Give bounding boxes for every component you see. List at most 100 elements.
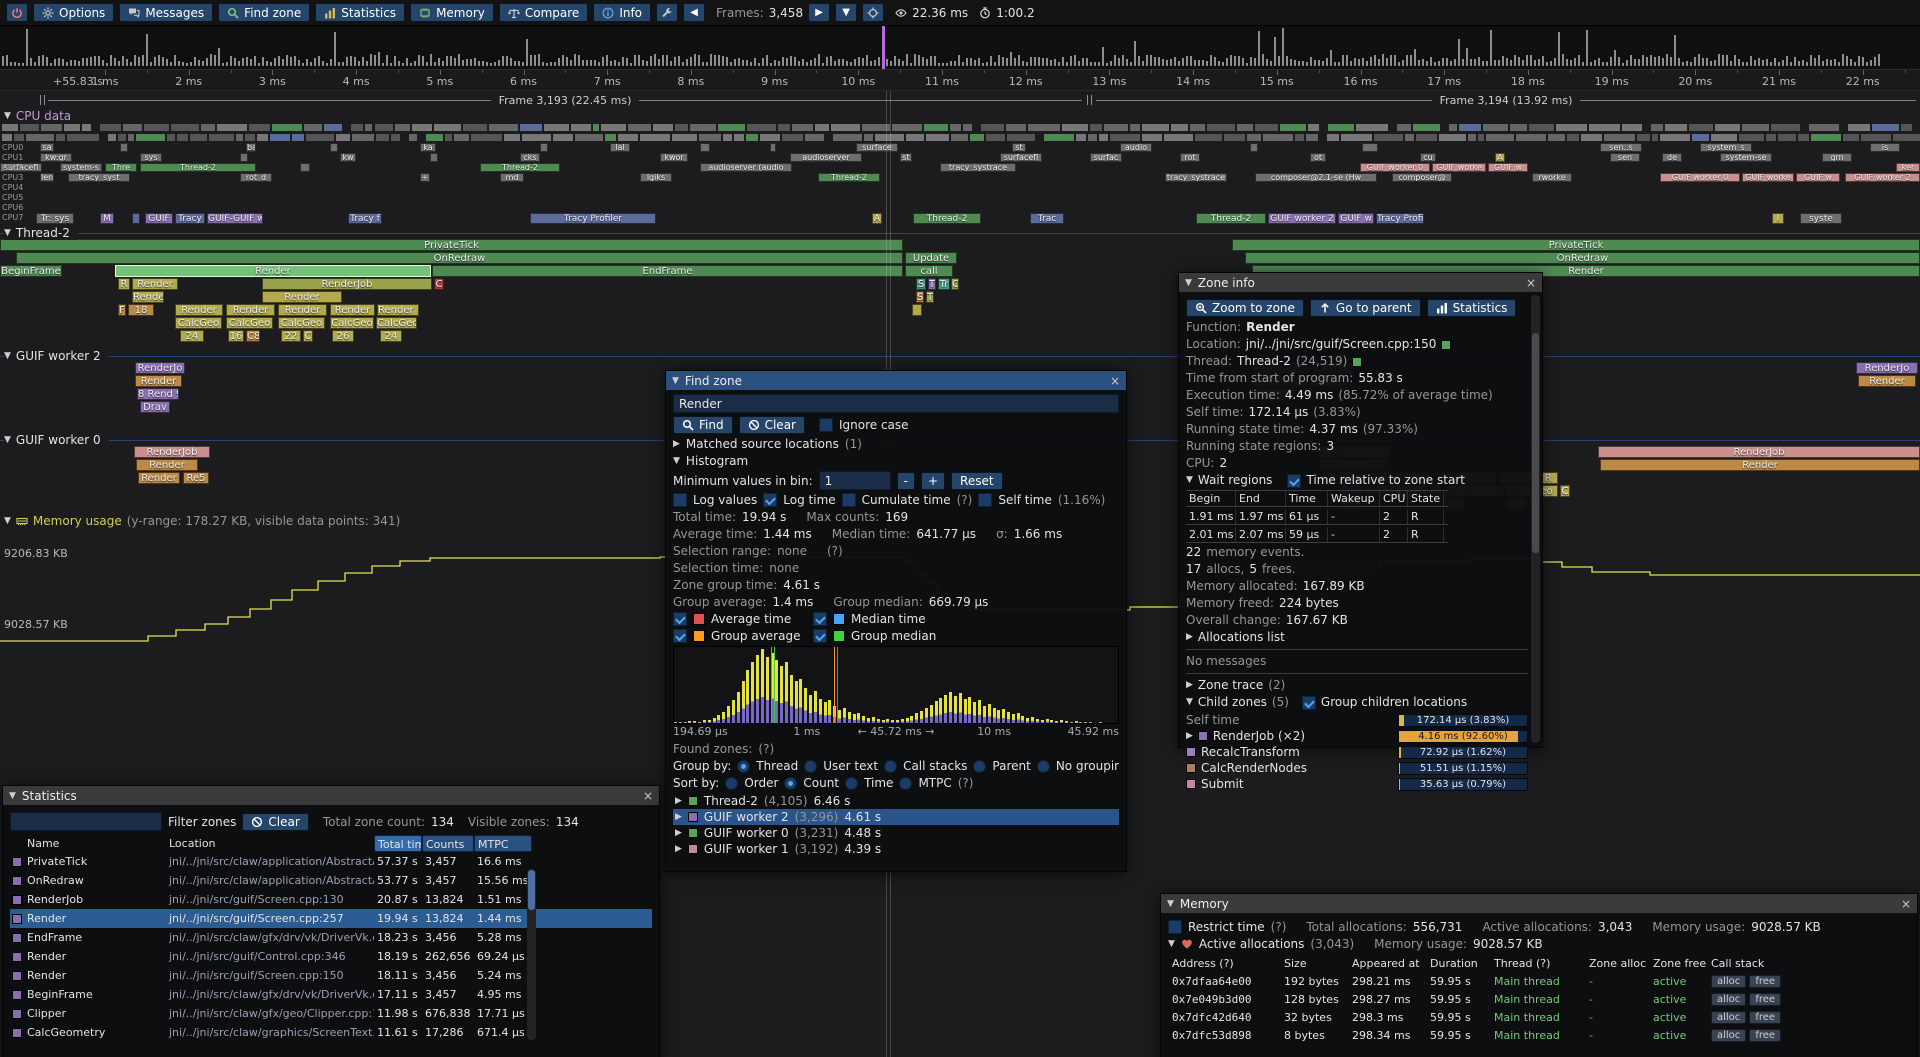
frame-bar[interactable] (1178, 61, 1180, 66)
free-callstack-button[interactable]: free (1749, 975, 1782, 988)
timeline-zone[interactable]: Render (135, 375, 182, 387)
frame-bar[interactable] (766, 54, 768, 66)
timeline-zone[interactable]: call (905, 265, 953, 277)
frame-bar[interactable] (50, 62, 52, 66)
frame-bar[interactable] (1678, 57, 1680, 66)
toolbar-button-messages[interactable]: Messages (119, 3, 214, 22)
timeline-zone[interactable]: Render (136, 459, 198, 471)
frame-bar[interactable] (1638, 59, 1640, 66)
frame-bar[interactable] (46, 56, 48, 66)
frame-bar[interactable] (1490, 29, 1492, 66)
frame-bar[interactable] (1538, 58, 1540, 66)
frame-bar[interactable] (1442, 58, 1444, 66)
frame-bar[interactable] (926, 58, 928, 66)
frame-bar[interactable] (1394, 55, 1396, 66)
frame-bar[interactable] (962, 61, 964, 66)
frame-bar[interactable] (1790, 61, 1792, 66)
frame-bar[interactable] (426, 61, 428, 66)
frame-bar[interactable] (1242, 57, 1244, 66)
frame-bar[interactable] (410, 62, 412, 66)
frame-bar[interactable] (374, 54, 376, 66)
frame-bar[interactable] (930, 56, 932, 66)
cpu-zone[interactable]: Trac (1030, 213, 1064, 224)
frame-bar[interactable] (458, 54, 460, 66)
cpu-zone[interactable]: A (1495, 153, 1505, 162)
frame-bar[interactable] (1658, 56, 1660, 66)
frame-bar[interactable] (994, 61, 996, 66)
frame-bar[interactable] (1278, 56, 1280, 66)
frame-bar[interactable] (906, 54, 908, 66)
cpu-zone[interactable]: ka (420, 143, 436, 152)
frame-bar[interactable] (78, 61, 80, 66)
collapse-arrow[interactable]: ▼ (1185, 277, 1192, 288)
frame-bar[interactable] (778, 60, 780, 66)
cpu-zone[interactable]: tracy_systrace (1165, 173, 1227, 182)
frame-bar[interactable] (1346, 54, 1348, 66)
frame-bar[interactable] (370, 54, 372, 66)
cpu-zone[interactable]: audioserver (790, 153, 862, 162)
frame-bar[interactable] (610, 60, 612, 66)
frame-bar[interactable] (534, 54, 536, 66)
frame-bar[interactable] (422, 56, 424, 66)
frame-bar[interactable] (386, 54, 388, 66)
frame-bar[interactable] (1510, 59, 1512, 66)
frame-bar[interactable] (1330, 49, 1332, 66)
frame-bar[interactable] (1226, 57, 1228, 66)
allocation-row[interactable]: 0x7dfc53d898 8 bytes 298.34 ms 59.95 s Main … (1168, 1026, 1910, 1044)
clear-button[interactable]: Clear (738, 416, 805, 434)
decrement-button[interactable]: - (896, 471, 915, 490)
timeline-zone[interactable]: RenderJob (1598, 446, 1920, 458)
frame-bar[interactable] (1606, 62, 1608, 66)
frame-bar[interactable] (674, 56, 676, 66)
frame-bar[interactable] (438, 58, 440, 66)
frame-bar[interactable] (682, 62, 684, 66)
frame-bar[interactable] (938, 62, 940, 66)
frame-bar[interactable] (290, 57, 292, 66)
cpu-zone[interactable]: GUIF worker 0 (1360, 163, 1430, 172)
frame-span[interactable]: Frame 3,193 (22.45 ms) (48, 91, 1082, 109)
frame-bar[interactable] (286, 55, 288, 66)
frame-bar[interactable] (322, 61, 324, 66)
frame-bar[interactable] (14, 62, 16, 66)
frame-bar[interactable] (950, 60, 952, 66)
column-header-thread-[interactable]: Thread (?) (1494, 956, 1551, 970)
frame-bar[interactable] (822, 62, 824, 66)
frame-bar[interactable] (1426, 60, 1428, 66)
frame-bar[interactable] (102, 59, 104, 66)
frame-bar[interactable] (1478, 56, 1480, 66)
frame-bar[interactable] (762, 57, 764, 66)
frame-bar[interactable] (970, 57, 972, 66)
time-relative-checkbox[interactable] (1287, 473, 1302, 488)
frame-bar[interactable] (1698, 54, 1700, 66)
frame-bar[interactable] (74, 59, 76, 66)
timeline-zone[interactable]: CalcGeo (226, 317, 273, 329)
frame-bar[interactable] (482, 61, 484, 66)
frame-bar[interactable] (522, 62, 524, 66)
frame-bar[interactable] (1858, 56, 1860, 66)
cpu-zone[interactable]: Thread-2 (818, 173, 880, 182)
cpu-zone[interactable] (300, 163, 310, 172)
cpu-zone[interactable] (1362, 143, 1378, 152)
child-zone-row[interactable]: Self time 172.14 μs (3.83%) (1186, 712, 1528, 728)
frame-bar[interactable] (1378, 58, 1380, 66)
frame-bar[interactable] (790, 56, 792, 66)
table-row[interactable]: PrivateTick jni/../jni/src/claw/applicati… (10, 852, 652, 871)
frame-bar[interactable] (1230, 55, 1232, 66)
frame-bar[interactable] (1634, 59, 1636, 66)
frame-bar[interactable] (758, 62, 760, 66)
timeline-zone[interactable]: Render (262, 291, 342, 303)
frame-bar[interactable] (1046, 57, 1048, 66)
frame-bar[interactable] (1818, 55, 1820, 66)
frame-bar[interactable] (1406, 54, 1408, 66)
frame-bar[interactable] (1430, 57, 1432, 66)
frame-bar[interactable] (1158, 57, 1160, 66)
cpu-zone[interactable]: sen..s (1600, 143, 1642, 152)
cpu-zone[interactable]: ot (1310, 153, 1326, 162)
frame-bar[interactable] (638, 55, 640, 66)
frame-bar[interactable] (1038, 57, 1040, 66)
frame-bar[interactable] (890, 61, 892, 66)
timeline-zone[interactable]: Tr (938, 278, 950, 290)
close-icon[interactable]: × (1525, 275, 1536, 290)
table-row[interactable]: Render jni/../jni/src/guif/Screen.cpp:150… (10, 966, 652, 985)
frame-bar[interactable] (478, 61, 480, 66)
